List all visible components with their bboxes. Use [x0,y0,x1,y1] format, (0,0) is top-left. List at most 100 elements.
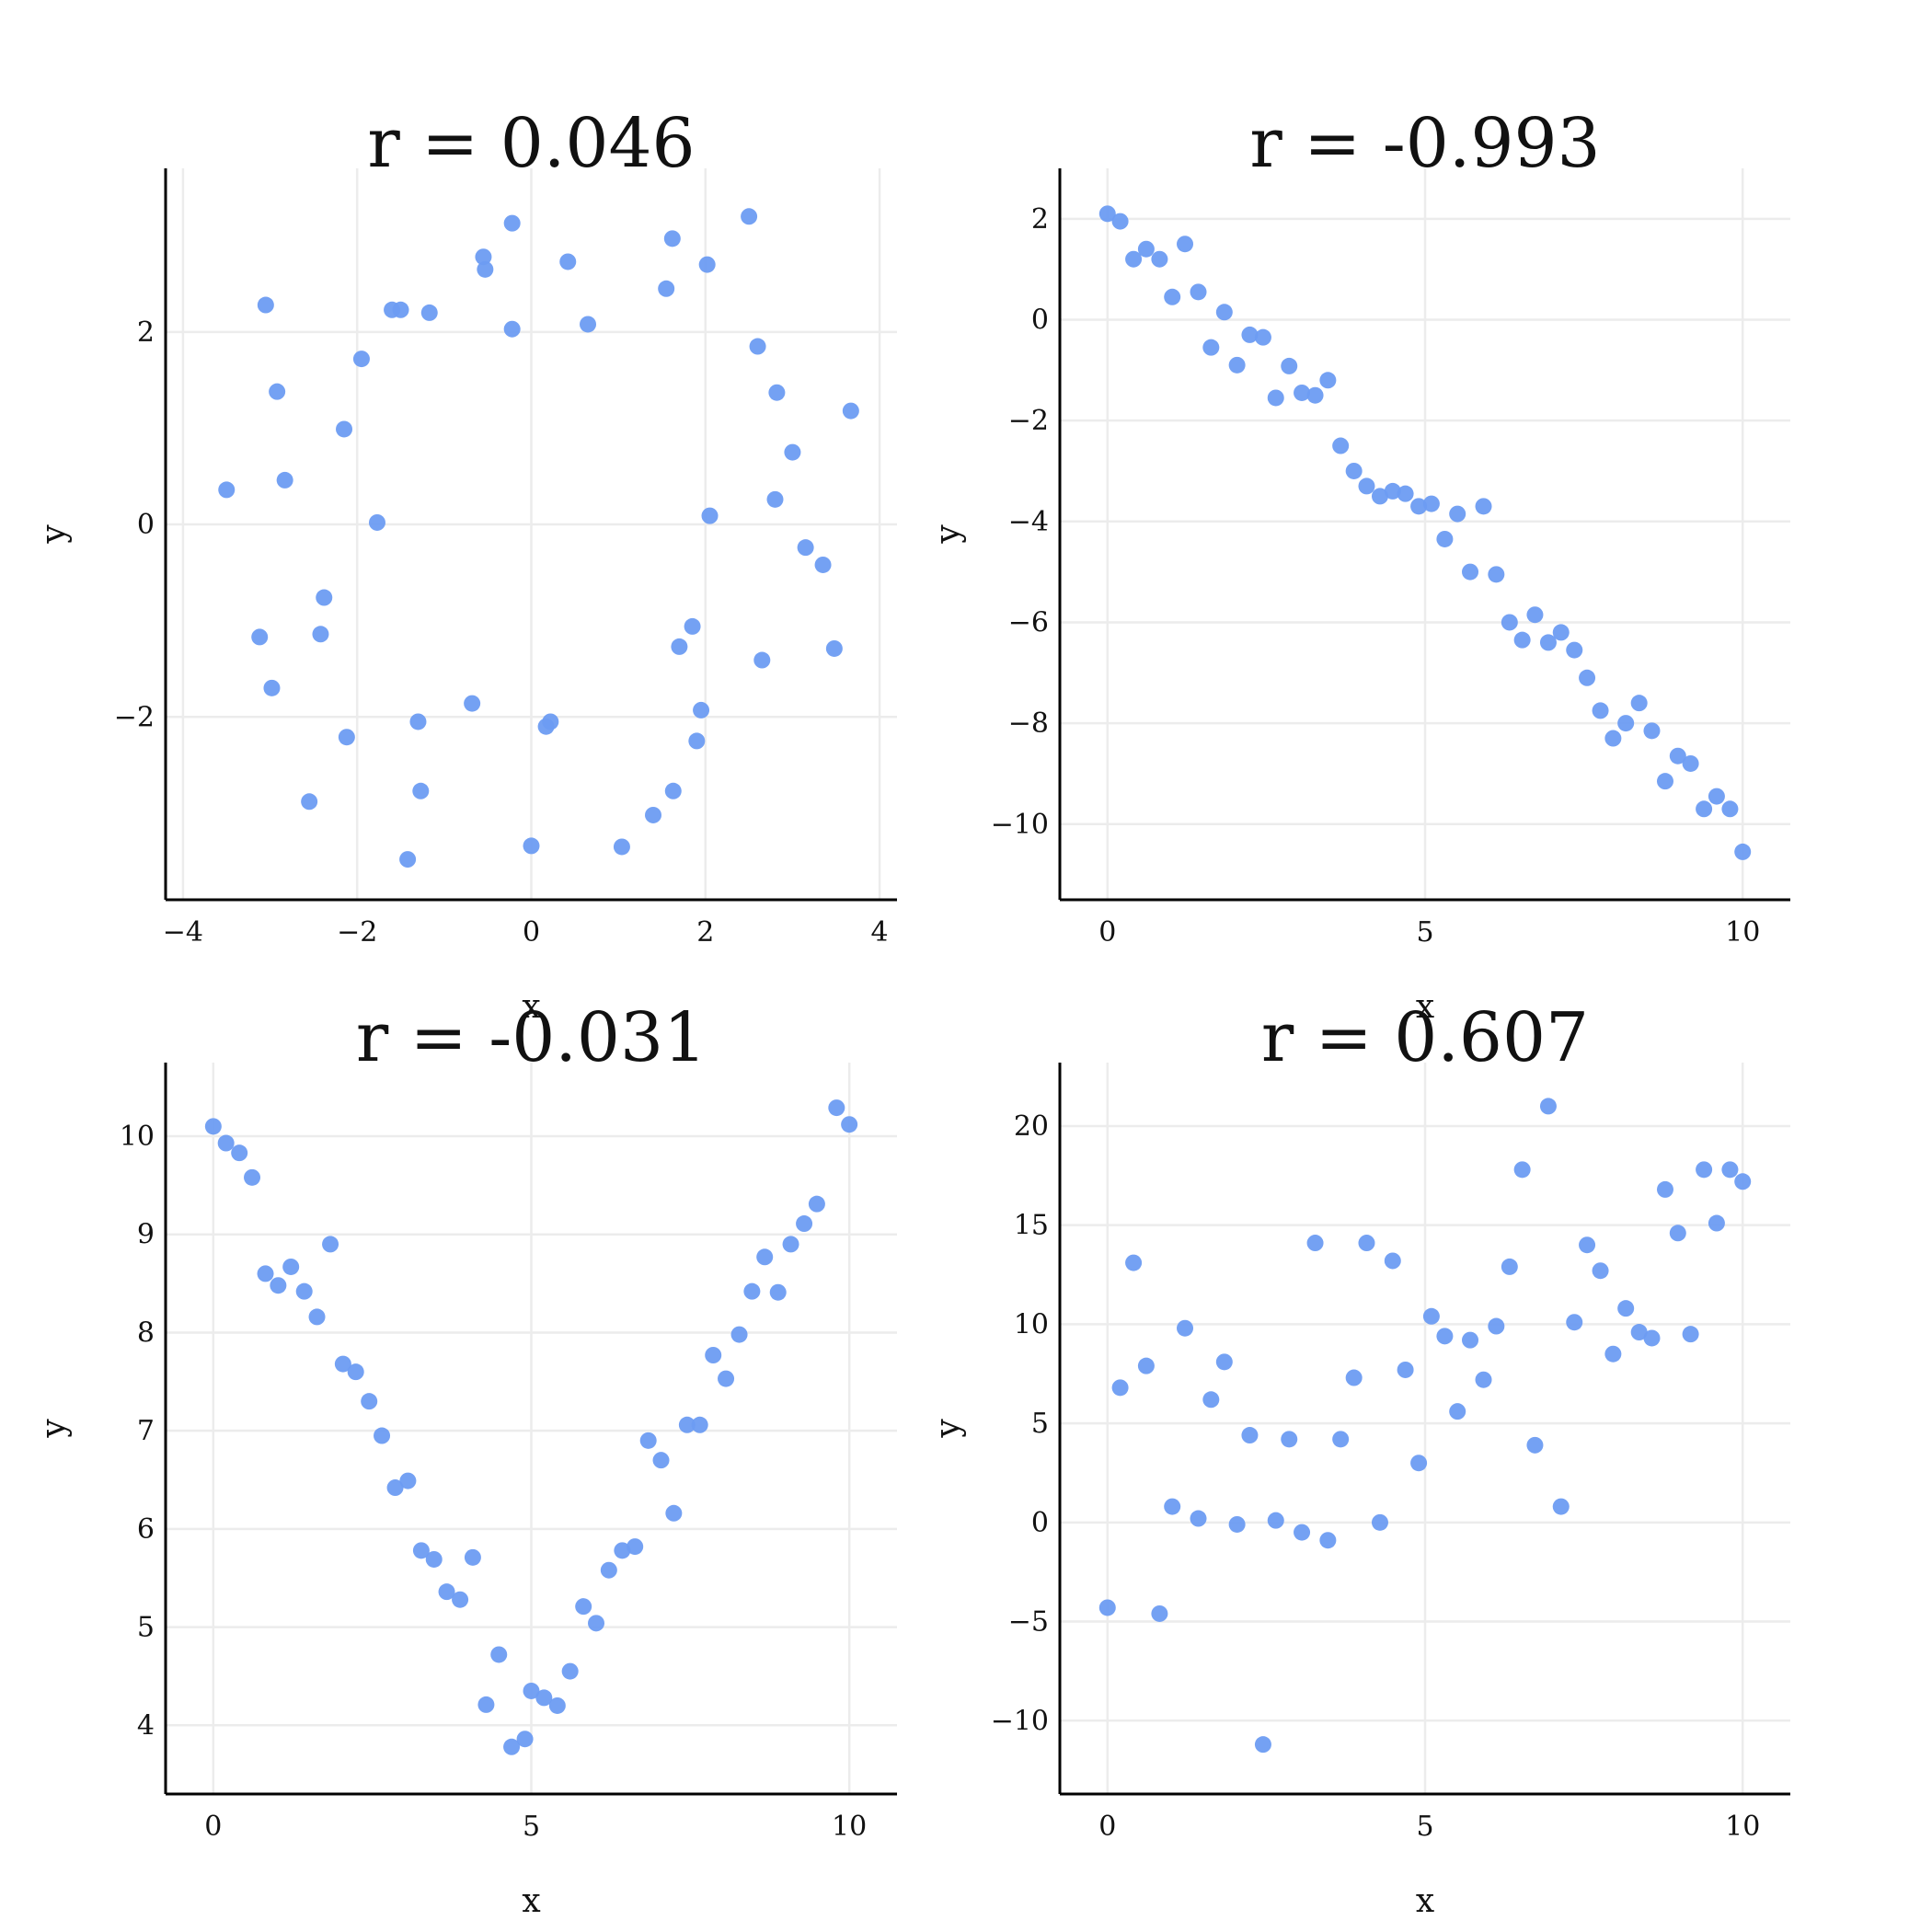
data-point [1721,800,1739,818]
data-point [768,384,786,401]
data-point [334,1355,351,1373]
data-point [1111,213,1129,230]
data-point [639,1432,657,1449]
data-point [523,837,540,855]
data-point [1566,641,1583,659]
data-point [1228,1515,1246,1533]
data-point [542,713,559,730]
data-point [1449,505,1466,523]
data-point [1254,328,1271,346]
data-point [1397,1361,1414,1378]
data-point [1098,205,1116,223]
data-point [1371,1513,1388,1531]
data-point [218,481,236,499]
data-point [814,556,832,573]
data-point [1306,386,1324,404]
data-point [217,1134,235,1152]
data-point [1462,1331,1479,1349]
data-point [477,260,494,278]
data-point [797,539,814,557]
data-point [698,256,716,273]
data-point [399,851,417,868]
data-point [244,1168,261,1186]
data-point [561,1662,579,1680]
data-point [1682,1326,1699,1343]
data-point [1371,488,1388,505]
data-point [1358,1235,1375,1252]
data-point [347,1363,364,1381]
data-point [769,1283,787,1301]
data-point [1643,722,1661,740]
data-point [548,1696,566,1714]
data-point [1501,614,1518,631]
data-point [627,1538,644,1556]
y-tick-label: 2 [137,316,155,349]
data-point [361,1393,378,1410]
data-point [1332,437,1350,454]
data-point [1475,498,1492,515]
data-point [1125,250,1143,268]
data-point [308,1308,326,1326]
data-point [1526,606,1544,624]
data-point [1604,1345,1622,1363]
data-point [452,1591,469,1608]
data-point [1552,1498,1570,1515]
data-point [1358,477,1375,495]
data-point [301,793,318,811]
data-point [614,1542,631,1559]
y-tick-label: 5 [137,1612,155,1644]
scatter-panel-2: 0 5 10 −10 −8 −6 −4 −2 0 2 x y r = -0.993 [929,104,1790,1026]
data-point [464,1548,481,1566]
panel-title: r = 0.046 [367,104,695,183]
y-tick-label: 5 [1031,1408,1049,1440]
data-point [1488,1317,1505,1335]
data-point [282,1258,300,1275]
data-point [269,383,286,400]
data-point [1125,1254,1143,1271]
data-point [490,1646,508,1663]
data-point [663,230,681,247]
data-point [1462,563,1479,581]
data-point [516,1731,534,1748]
data-point [600,1561,617,1579]
data-point [1215,304,1233,321]
data-point [753,651,771,669]
data-point [399,1472,417,1489]
data-point [1696,1161,1713,1179]
data-point [503,320,521,338]
data-point [671,638,688,655]
data-point [1643,1329,1661,1347]
data-point [392,301,409,318]
data-point [409,713,427,730]
data-point [312,626,329,643]
data-point [1436,1328,1454,1345]
y-tick-label: 10 [120,1121,155,1153]
data-point [1177,236,1194,253]
data-point [1526,1436,1544,1454]
y-tick-label: 4 [137,1709,155,1742]
data-point [575,1598,592,1616]
data-point [766,490,784,508]
x-tick-label: 4 [871,916,889,949]
y-tick-label: −5 [1008,1606,1049,1639]
x-tick-label: 5 [523,1811,540,1843]
data-point [1734,1173,1752,1190]
data-point [412,782,430,799]
data-point [718,1370,735,1387]
data-point [1617,715,1635,732]
y-axis-label: y [929,1419,967,1439]
x-tick-label: 2 [696,916,714,949]
x-tick-label: 10 [1725,1811,1760,1843]
data-point [1111,1379,1129,1397]
data-point [678,1416,696,1433]
data-point [701,507,719,524]
data-point [1449,1403,1466,1420]
data-point [1592,702,1609,719]
data-point [1397,485,1414,502]
data-point [1566,1314,1583,1331]
data-point [1410,1455,1428,1472]
data-point [756,1248,774,1266]
data-point [523,1682,540,1699]
y-tick-label: 15 [1014,1210,1049,1242]
